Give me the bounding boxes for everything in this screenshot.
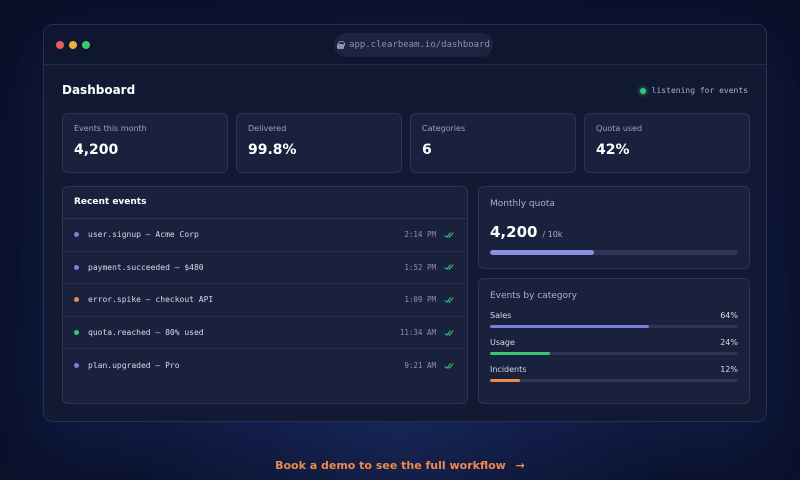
stat-label: Delivered [248,124,287,133]
category-name: Usage [490,338,515,347]
quota-limit: / 10k [542,230,563,239]
arrow-right-icon: → [515,459,525,472]
stat-card-delivered: Delivered 99.8% [236,113,402,173]
maximize-window-button[interactable] [82,41,90,49]
category-row: Sales 64% [490,311,738,328]
category-title: Events by category [490,291,578,301]
stat-card-events: Events this month 4,200 [62,113,228,173]
double-check-icon [444,297,454,303]
event-time: 1:09 PM [404,295,436,305]
event-status-dot-icon [74,330,79,336]
double-check-icon [444,329,454,336]
stat-value: 6 [422,142,432,158]
event-row[interactable]: error.spike — checkout API 1:09 PM [63,284,467,317]
book-demo-link[interactable]: Book a demo to see the full workflow → [0,459,800,472]
event-text: error.spike — checkout API [88,295,214,305]
event-text: quota.reached — 80% used [88,328,204,338]
stat-value: 42% [596,142,630,158]
event-time: 2:14 PM [404,230,436,240]
category-name: Sales [490,311,512,320]
stat-label: Events this month [74,124,147,133]
page-title: Dashboard [62,83,136,97]
category-list: Sales 64% Usage 24% Incidents 12% [490,311,738,382]
event-row[interactable]: plan.upgraded — Pro 9:21 AM [63,349,467,382]
stat-value: 99.8% [248,142,297,158]
url-text: app.clearbeam.io/dashboard [349,40,490,50]
category-bar-fill [490,325,649,328]
category-header: Usage 24% [490,338,738,347]
event-status-dot-icon [74,232,79,238]
event-status-dot-icon [74,264,79,270]
quota-progress-fill [490,250,595,255]
address-bar[interactable]: app.clearbeam.io/dashboard [334,33,493,57]
category-row: Incidents 12% [490,365,738,382]
event-text: user.signup — Acme Corp [88,230,199,240]
category-header: Incidents 12% [490,365,738,374]
double-check-icon [444,362,454,369]
category-percent: 64% [720,311,738,320]
event-text: plan.upgraded — Pro [88,361,180,371]
recent-events-panel: Recent events user.signup — Acme Corp 2:1… [62,186,468,404]
category-percent: 12% [720,365,738,374]
stat-card-quota-used: Quota used 42% [584,113,750,173]
category-header: Sales 64% [490,311,738,320]
category-bar [490,379,738,382]
event-text: payment.succeeded — $480 [88,262,204,272]
event-row[interactable]: user.signup — Acme Corp 2:14 PM [63,219,467,252]
event-status-dot-icon [74,363,79,369]
status-text: listening for events [651,86,748,95]
event-status-dot-icon [74,297,79,303]
category-bar-fill [490,352,550,355]
event-time: 11:34 AM [399,328,436,338]
lock-icon [337,41,346,49]
event-list: user.signup — Acme Corp 2:14 PM payment.su… [63,219,467,382]
event-time: 1:52 PM [404,262,436,272]
event-time: 9:21 AM [404,361,436,371]
monthly-quota-panel: Monthly quota 4,200 / 10k [478,186,750,269]
stat-label: Quota used [596,124,643,133]
stat-label: Categories [422,124,466,133]
window-controls [56,41,90,49]
status-dot-icon [639,87,646,94]
quota-value: 4,200 [490,223,538,241]
quota-progress-bar [490,250,738,255]
category-bar [490,352,738,355]
status-indicator: listening for events [639,86,748,95]
title-bar: app.clearbeam.io/dashboard [44,25,766,65]
category-bar [490,325,738,328]
stat-card-categories: Categories 6 [410,113,576,173]
double-check-icon [444,264,454,271]
category-row: Usage 24% [490,338,738,355]
category-name: Incidents [490,365,527,374]
book-demo-label: Book a demo to see the full workflow [275,459,506,472]
category-bar-fill [490,379,520,382]
quota-title: Monthly quota [490,199,555,209]
event-row[interactable]: quota.reached — 80% used 11:34 AM [63,317,467,350]
browser-window: app.clearbeam.io/dashboard Dashboard lis… [43,24,767,422]
recent-events-title: Recent events [63,187,467,219]
minimize-window-button[interactable] [69,41,77,49]
event-row[interactable]: payment.succeeded — $480 1:52 PM [63,252,467,285]
category-percent: 24% [720,338,738,347]
stat-value: 4,200 [74,142,119,158]
quota-readout: 4,200 / 10k [490,223,738,241]
close-window-button[interactable] [56,41,64,49]
events-by-category-panel: Events by category Sales 64% Usage 24% Incid… [478,278,750,404]
double-check-icon [444,232,454,238]
